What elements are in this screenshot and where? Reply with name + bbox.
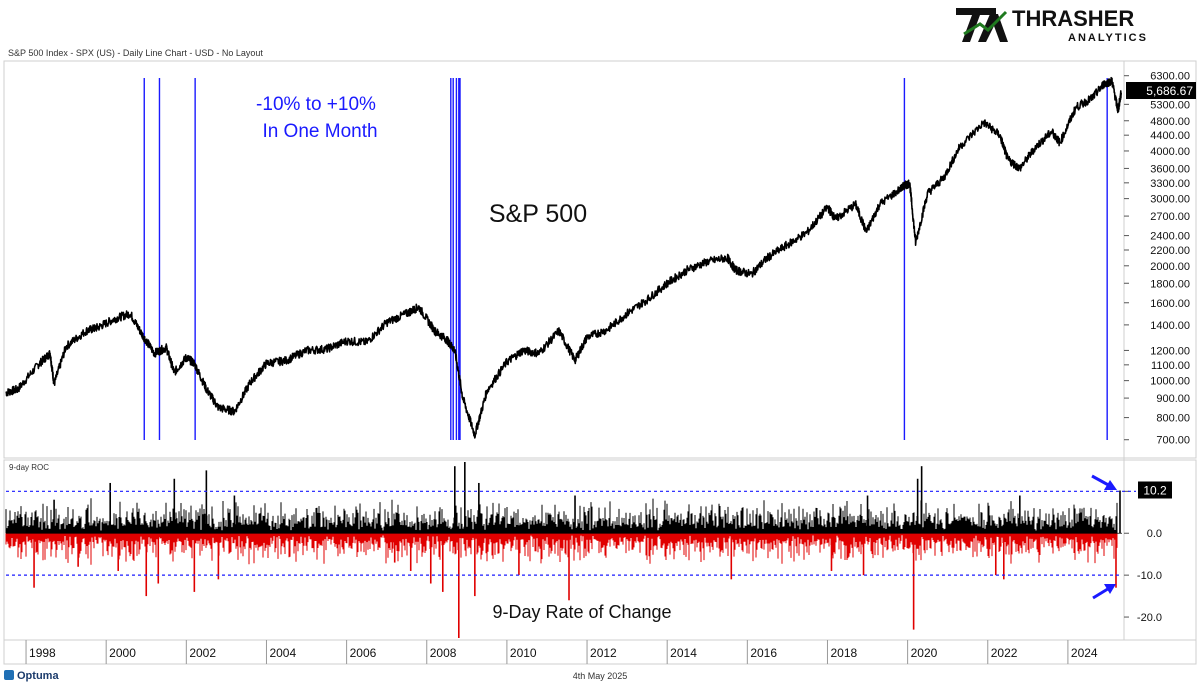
price-tick-label: 4800.00 — [1150, 116, 1190, 128]
logo-subtitle: ANALYTICS — [1068, 32, 1148, 44]
price-tick-label: 1800.00 — [1150, 278, 1190, 290]
arrow-upper-icon — [1091, 474, 1117, 490]
optuma-logo-icon — [4, 670, 14, 680]
roc-tick-label: 0.0 — [1147, 528, 1162, 540]
roc-positive-bars — [5, 498, 1118, 534]
roc-negative-bars — [5, 533, 1118, 565]
year-tick-label: 2022 — [991, 646, 1018, 660]
year-tick-label: 2004 — [269, 646, 296, 660]
last-price-value: 5,686.67 — [1146, 84, 1193, 98]
price-tick-label: 1100.00 — [1151, 360, 1190, 372]
optuma-brand: Optuma — [4, 670, 59, 682]
roc-panel-label: 9-day ROC — [9, 463, 49, 472]
price-tick-label: 2400.00 — [1150, 231, 1190, 243]
price-tick-label: 1200.00 — [1150, 345, 1190, 357]
price-tick-label: 2700.00 — [1150, 211, 1190, 223]
price-tick-label: 3000.00 — [1150, 194, 1190, 206]
year-tick-label: 2016 — [750, 646, 777, 660]
price-tick-label: 1600.00 — [1150, 298, 1190, 310]
price-chart-title: S&P 500 — [489, 200, 587, 228]
year-tick-label: 2012 — [590, 646, 617, 660]
price-tick-label: 3600.00 — [1150, 163, 1190, 175]
logo-name: THRASHER — [1012, 6, 1134, 31]
chart-date: 4th May 2025 — [572, 671, 628, 681]
arrow-lower-icon — [1092, 584, 1116, 600]
price-tick-label: 3300.00 — [1150, 178, 1190, 190]
time-axis: 1998 2000 2002 2004 2006 2008 2010 2012 2014 2016… — [25, 640, 1098, 664]
roc-axis: 10.00.0-10.0-20.0 — [1124, 486, 1162, 624]
logo-mark-icon — [956, 8, 1008, 42]
price-tick-label: 1000.00 — [1150, 376, 1190, 388]
year-tick-label: 2020 — [911, 646, 938, 660]
x-axis-band — [3, 639, 1197, 665]
sp500-price-line — [5, 76, 1122, 439]
year-tick-label: 2006 — [350, 646, 377, 660]
roc-tick-label: -20.0 — [1137, 612, 1162, 624]
roc-tick-label: -10.0 — [1137, 570, 1162, 582]
price-tick-label: 700.00 — [1156, 435, 1190, 447]
price-panel-frame — [3, 60, 1197, 459]
roc-last-value: 10.2 — [1143, 483, 1167, 497]
year-tick-label: 2014 — [670, 646, 697, 660]
price-tick-label: 900.00 — [1156, 393, 1190, 405]
year-tick-label: 2024 — [1071, 646, 1098, 660]
thrasher-analytics-logo: THRASHER ANALYTICS — [956, 6, 1148, 44]
roc-chart-title: 9-Day Rate of Change — [492, 602, 671, 622]
year-tick-label: 2008 — [430, 646, 457, 660]
chart-caption: S&P 500 Index - SPX (US) - Daily Line Ch… — [8, 48, 263, 58]
optuma-label: Optuma — [17, 670, 59, 682]
year-tick-label: 1998 — [29, 646, 56, 660]
year-tick-label: 2018 — [830, 646, 857, 660]
year-tick-label: 2000 — [109, 646, 136, 660]
price-tick-label: 5300.00 — [1150, 99, 1190, 111]
price-tick-label: 2000.00 — [1150, 261, 1190, 273]
annotation-line-1: -10% to +10% — [256, 94, 376, 115]
price-tick-label: 4400.00 — [1150, 130, 1190, 142]
annotation-line-2: In One Month — [262, 121, 377, 142]
price-tick-label: 2200.00 — [1150, 245, 1190, 257]
year-tick-label: 2002 — [189, 646, 216, 660]
price-tick-label: 800.00 — [1156, 413, 1190, 425]
price-tick-label: 6300.00 — [1150, 71, 1190, 83]
roc-last-value-label: 10.2 — [1138, 481, 1172, 499]
price-tick-label: 4000.00 — [1150, 146, 1190, 158]
price-tick-label: 1400.00 — [1150, 320, 1190, 332]
price-axis: 6300.00 5300.00 4800.00 4400.00 4000.00 3600.… — [1124, 71, 1190, 447]
year-tick-label: 2010 — [510, 646, 537, 660]
last-price-label: 5,686.67 — [1126, 82, 1196, 99]
